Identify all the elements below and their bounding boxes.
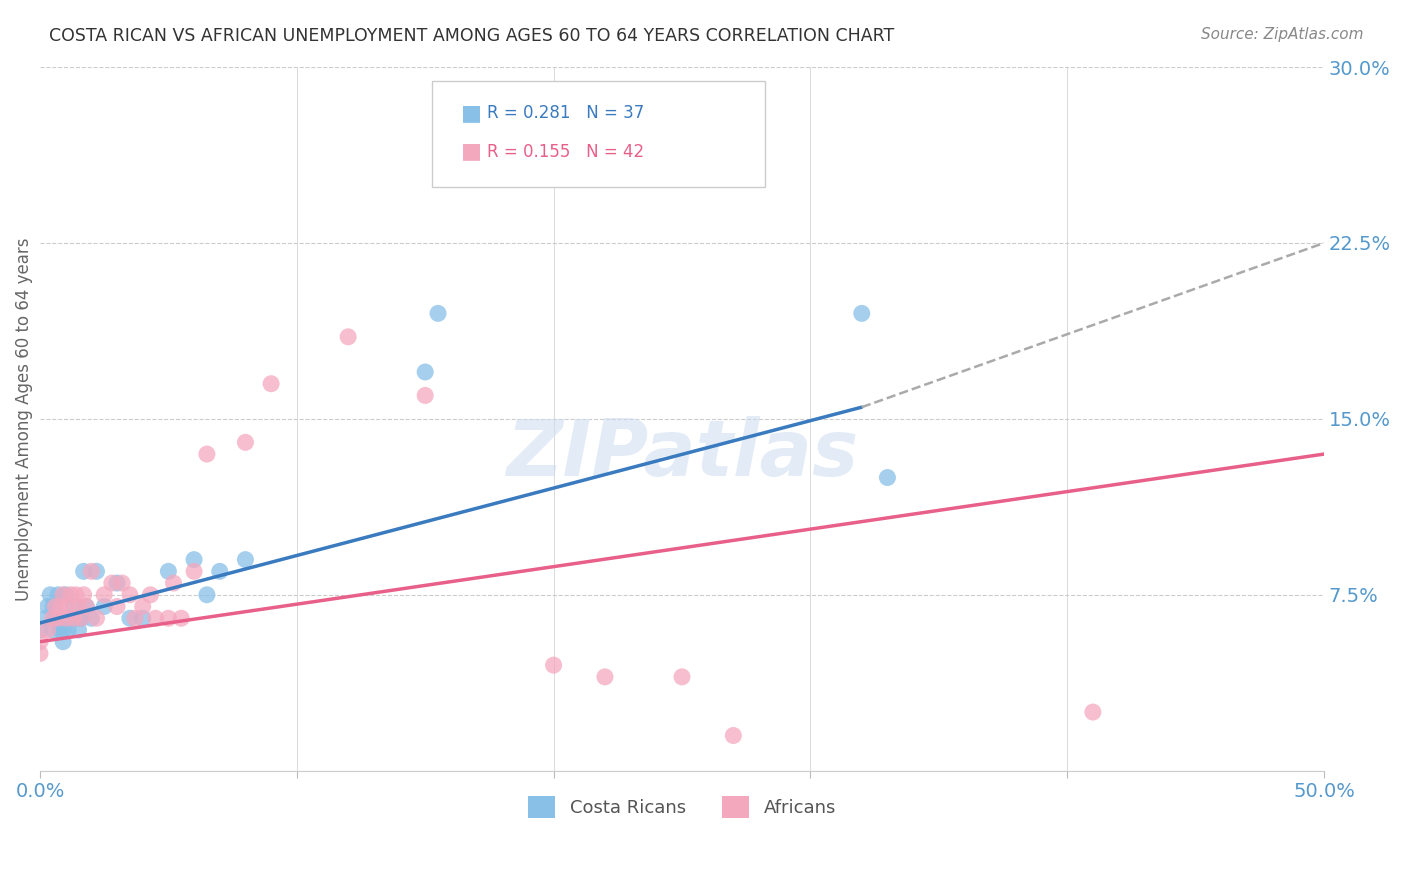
- Point: [49, 611, 72, 625]
- Point: [42, 599, 65, 614]
- Point: [162, 576, 184, 591]
- Point: [28, 623, 51, 637]
- Text: COSTA RICAN VS AFRICAN UNEMPLOYMENT AMONG AGES 60 TO 64 YEARS CORRELATION CHART: COSTA RICAN VS AFRICAN UNEMPLOYMENT AMON…: [49, 27, 894, 45]
- Point: [52, 634, 75, 648]
- Point: [145, 611, 167, 625]
- Point: [131, 611, 153, 625]
- FancyBboxPatch shape: [432, 81, 765, 186]
- Point: [195, 447, 218, 461]
- Point: [427, 306, 450, 320]
- Text: R = 0.281   N = 37: R = 0.281 N = 37: [486, 103, 644, 122]
- Point: [80, 565, 103, 579]
- Point: [55, 611, 77, 625]
- Point: [723, 729, 745, 743]
- Point: [62, 599, 84, 614]
- Point: [34, 611, 56, 625]
- Point: [37, 599, 59, 614]
- Point: [42, 623, 65, 637]
- Point: [101, 576, 124, 591]
- Point: [118, 611, 141, 625]
- Text: ■: ■: [461, 103, 482, 123]
- Point: [876, 470, 898, 484]
- Point: [65, 588, 87, 602]
- Point: [124, 611, 146, 625]
- Point: [52, 588, 75, 602]
- Point: [55, 588, 77, 602]
- Point: [70, 611, 93, 625]
- Point: [58, 599, 80, 614]
- Point: [67, 623, 90, 637]
- Point: [111, 576, 134, 591]
- Legend: Costa Ricans, Africans: Costa Ricans, Africans: [522, 789, 844, 825]
- Point: [75, 599, 97, 614]
- Point: [337, 330, 360, 344]
- Point: [183, 552, 205, 566]
- Point: [58, 623, 80, 637]
- Point: [183, 565, 205, 579]
- Point: [59, 611, 82, 625]
- Point: [413, 388, 436, 402]
- Point: [543, 658, 565, 673]
- Point: [46, 611, 69, 625]
- Point: [49, 623, 72, 637]
- Point: [105, 576, 128, 591]
- Point: [28, 647, 51, 661]
- Point: [55, 611, 77, 625]
- Point: [28, 634, 51, 648]
- Point: [44, 599, 66, 614]
- Point: [65, 611, 87, 625]
- Point: [235, 552, 257, 566]
- Point: [80, 611, 103, 625]
- Point: [93, 588, 115, 602]
- Point: [49, 599, 72, 614]
- Point: [413, 365, 436, 379]
- Point: [75, 599, 97, 614]
- Point: [62, 611, 84, 625]
- Point: [86, 611, 108, 625]
- Point: [157, 611, 180, 625]
- Point: [118, 588, 141, 602]
- Point: [851, 306, 873, 320]
- Point: [72, 588, 94, 602]
- Y-axis label: Unemployment Among Ages 60 to 64 years: Unemployment Among Ages 60 to 64 years: [15, 237, 32, 600]
- Text: ■: ■: [461, 142, 482, 161]
- Point: [260, 376, 283, 391]
- Point: [39, 588, 62, 602]
- Point: [1081, 705, 1104, 719]
- Point: [42, 611, 65, 625]
- Point: [105, 599, 128, 614]
- Point: [37, 623, 59, 637]
- Text: Source: ZipAtlas.com: Source: ZipAtlas.com: [1201, 27, 1364, 42]
- Point: [157, 565, 180, 579]
- Point: [52, 623, 75, 637]
- Point: [593, 670, 616, 684]
- Point: [67, 599, 90, 614]
- Point: [86, 565, 108, 579]
- Point: [195, 588, 218, 602]
- Point: [93, 599, 115, 614]
- Text: R = 0.155   N = 42: R = 0.155 N = 42: [486, 143, 644, 161]
- Point: [170, 611, 193, 625]
- Point: [235, 435, 257, 450]
- Point: [70, 611, 93, 625]
- Point: [671, 670, 693, 684]
- Point: [139, 588, 162, 602]
- Point: [44, 611, 66, 625]
- Point: [72, 565, 94, 579]
- Point: [131, 599, 153, 614]
- Point: [46, 588, 69, 602]
- Text: ZIPatlas: ZIPatlas: [506, 416, 858, 492]
- Point: [208, 565, 231, 579]
- Point: [59, 588, 82, 602]
